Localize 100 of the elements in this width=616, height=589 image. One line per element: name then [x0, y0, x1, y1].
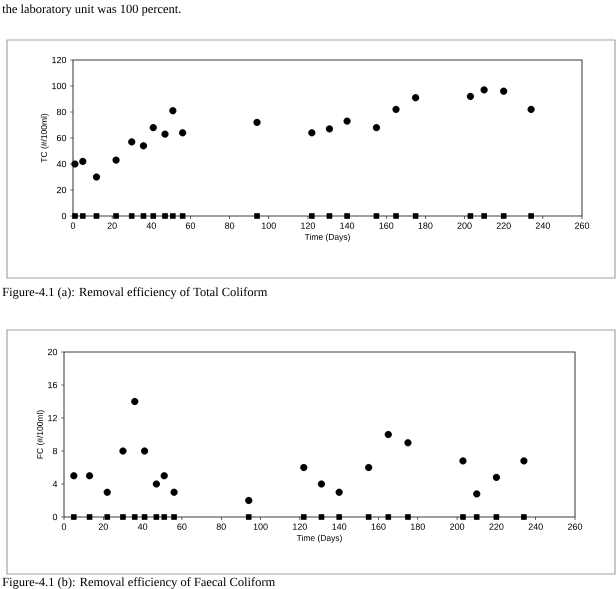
point: [528, 106, 535, 113]
point: [160, 472, 168, 480]
point: [152, 480, 160, 488]
x-tick-label: 40: [138, 524, 148, 530]
point: [466, 92, 474, 100]
x-tick-label: 180: [418, 222, 433, 229]
x-tick-label: 60: [186, 222, 196, 229]
point: [412, 213, 418, 219]
point: [154, 514, 160, 520]
x-tick-label: 240: [528, 524, 543, 530]
point: [343, 117, 351, 125]
point: [92, 173, 100, 181]
point: [318, 514, 324, 520]
point: [142, 514, 148, 520]
point: [412, 94, 420, 102]
point: [481, 213, 487, 219]
point: [404, 439, 412, 446]
point: [374, 213, 380, 219]
point: [392, 106, 400, 113]
x-tick-label: 80: [216, 524, 226, 530]
text: Figure-4.1 (b): Removal efficiency of Faecal Coliform: [2, 577, 276, 589]
point: [300, 464, 308, 472]
x-tick-label: 0: [70, 222, 76, 229]
point: [366, 514, 372, 520]
y-tick-label: 0: [62, 212, 66, 220]
text: Figure-4.1 (a): Removal efficiency of Total Coliform: [2, 287, 268, 299]
point: [72, 213, 78, 219]
point: [170, 488, 178, 496]
y-tick-label: 8: [52, 448, 58, 454]
point: [79, 158, 86, 165]
x-tick-label: 140: [340, 222, 354, 229]
x-tick-label: 220: [489, 524, 504, 530]
point: [119, 447, 127, 455]
x-tick-label: 160: [379, 222, 394, 229]
y-tick-label: 20: [56, 186, 66, 194]
y-tick-label: 120: [52, 56, 66, 64]
point: [336, 488, 343, 496]
point: [336, 514, 342, 520]
point: [344, 213, 350, 219]
point: [405, 514, 411, 520]
point: [326, 213, 332, 219]
y-axis-title: FC (#/100ml): [36, 410, 45, 459]
point: [494, 514, 500, 520]
x-tick-label: 100: [254, 524, 268, 530]
point: [300, 514, 307, 520]
point: [169, 107, 176, 114]
point: [128, 213, 135, 219]
x-tick-label: 80: [225, 222, 234, 229]
point: [86, 472, 94, 480]
point: [131, 398, 138, 406]
text: the laboratory unit was 100 percent.: [2, 4, 181, 16]
point: [492, 474, 500, 481]
x-tick-label: 40: [146, 222, 156, 229]
point: [254, 213, 260, 219]
point: [71, 514, 77, 520]
x-tick-label: 200: [450, 524, 464, 530]
y-tick-label: 60: [56, 134, 66, 142]
y-tick-label: 40: [56, 160, 66, 168]
y-tick-label: 16: [48, 382, 58, 388]
point: [246, 514, 252, 520]
point: [318, 480, 326, 488]
point: [150, 213, 156, 219]
point: [140, 447, 148, 455]
y-tick-label: 80: [56, 108, 66, 116]
x-tick-label: 200: [458, 222, 472, 229]
x-tick-label: 20: [108, 222, 117, 229]
y-tick-label: 4: [52, 480, 58, 488]
point: [528, 213, 534, 219]
point: [161, 514, 168, 520]
point: [94, 213, 100, 219]
point: [150, 124, 157, 132]
point: [140, 142, 148, 150]
point: [161, 130, 169, 138]
x-tick-label: 60: [177, 524, 187, 530]
point: [468, 213, 474, 219]
point: [179, 129, 186, 136]
point: [104, 514, 110, 520]
point: [460, 514, 466, 520]
x-tick-label: 240: [536, 222, 550, 229]
point: [80, 213, 86, 219]
point: [112, 156, 120, 164]
x-tick-label: 120: [301, 222, 316, 229]
point: [253, 118, 261, 126]
y-axis-title: TC (#/100ml): [40, 114, 49, 163]
point: [393, 213, 399, 219]
x-tick-label: 220: [496, 222, 511, 229]
point: [474, 514, 480, 520]
point: [308, 129, 316, 136]
x-tick-label: 260: [574, 222, 590, 229]
point: [309, 213, 315, 219]
point: [162, 213, 168, 219]
x-axis-title: Time (Days): [296, 534, 342, 543]
point: [480, 86, 488, 94]
point: [132, 514, 138, 520]
point: [520, 457, 528, 464]
y-tick-label: 12: [48, 414, 58, 422]
x-tick-label: 100: [262, 222, 276, 229]
point: [71, 160, 79, 168]
point: [500, 213, 506, 219]
point: [180, 213, 186, 219]
